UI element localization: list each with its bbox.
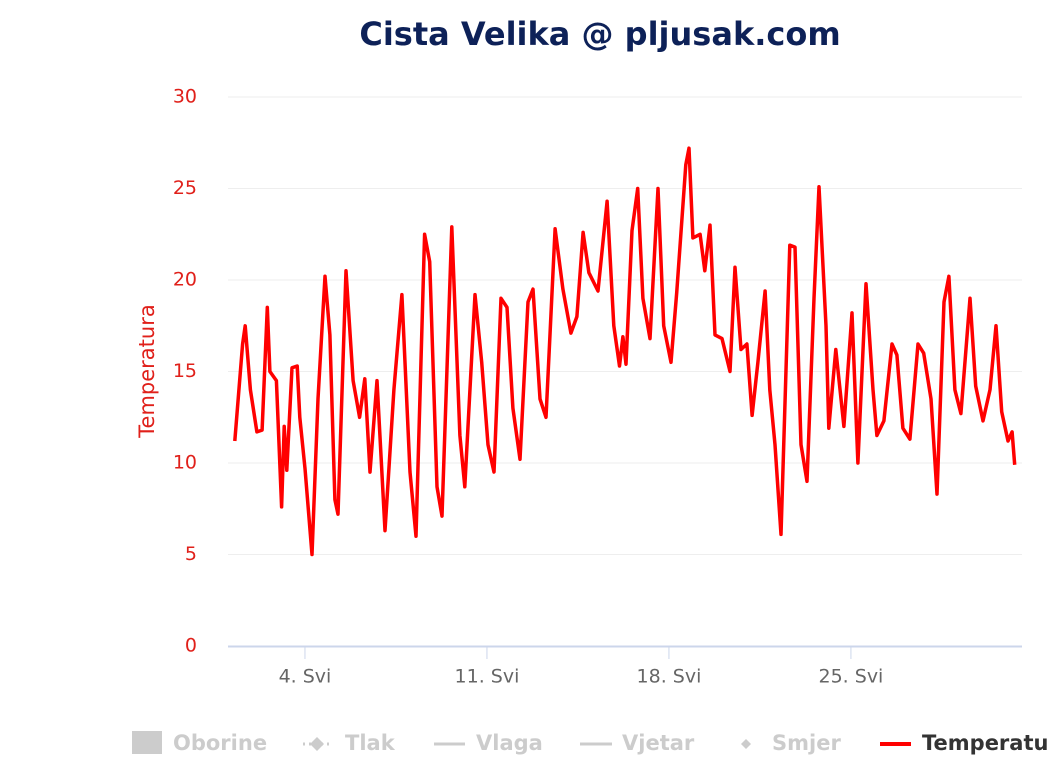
x-tick-label: 11. Svi bbox=[455, 666, 520, 688]
y-tick-label: 25 bbox=[173, 177, 197, 199]
legend-symbol bbox=[132, 731, 162, 754]
legend-label[interactable]: Vlaga bbox=[476, 731, 543, 755]
y-tick-label: 10 bbox=[173, 452, 197, 474]
y-tick-label: 15 bbox=[173, 360, 197, 382]
legend-label[interactable]: Tlak bbox=[345, 731, 396, 755]
x-tick-label: 25. Svi bbox=[819, 666, 884, 688]
y-tick-label: 0 bbox=[185, 635, 197, 657]
y-tick-label: 5 bbox=[185, 543, 197, 565]
legend-label: Temperatura bbox=[922, 731, 1049, 755]
chart-title: Cista Velika @ pljusak.com bbox=[359, 15, 840, 53]
y-axis-label: Temperatura bbox=[135, 304, 159, 438]
legend-label[interactable]: Vjetar bbox=[622, 731, 695, 755]
legend-symbol bbox=[310, 737, 324, 751]
legend: Oborine Tlak Vlaga Vjetar Smjer Temperatura bbox=[132, 731, 1049, 755]
y-tick-label: 30 bbox=[173, 86, 197, 108]
legend-label[interactable]: Smjer bbox=[772, 731, 841, 755]
y-tick-label: 20 bbox=[173, 269, 197, 291]
data-line bbox=[233, 146, 1017, 557]
legend-label[interactable]: Oborine bbox=[173, 731, 267, 755]
x-tick-label: 18. Svi bbox=[637, 666, 702, 688]
x-tick-label: 4. Svi bbox=[279, 666, 332, 688]
legend-symbol bbox=[741, 739, 751, 749]
